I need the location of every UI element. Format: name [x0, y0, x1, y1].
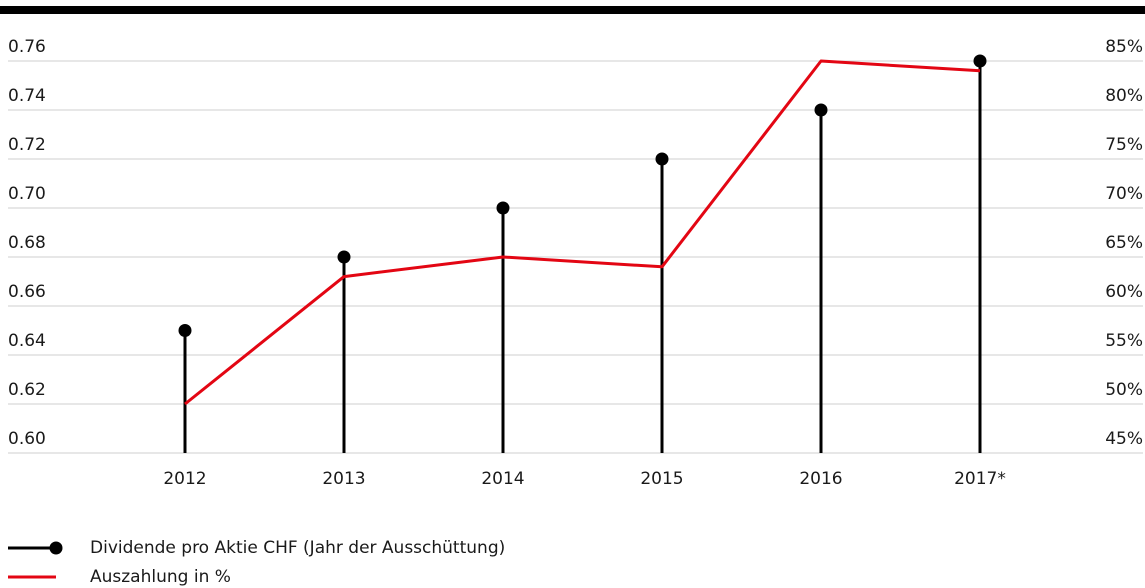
lollipop-dot: [973, 54, 987, 68]
lollipop-dot: [337, 250, 351, 264]
y-tick-label: 0.66: [8, 282, 46, 302]
legend-label: Dividende pro Aktie CHF (Jahr der Aussch…: [90, 538, 505, 558]
y2-tick-label: 60%: [1105, 282, 1143, 302]
legend-label: Auszahlung in %: [90, 567, 231, 587]
y-tick-label: 0.64: [8, 331, 46, 351]
y2-tick-label: 70%: [1105, 184, 1143, 204]
x-tick-label: 2016: [799, 469, 842, 489]
y2-tick-label: 80%: [1105, 86, 1143, 106]
lollipop-dot: [655, 152, 669, 166]
lollipop-dot: [178, 324, 192, 337]
line-series: [184, 59, 981, 406]
y-tick-label: 0.60: [8, 429, 46, 449]
y2-tick-label: 55%: [1105, 331, 1143, 351]
top-rule: [0, 6, 1145, 14]
y2-tick-label: 50%: [1105, 380, 1143, 400]
lollipop-dot: [814, 103, 828, 117]
y-tick-label: 0.72: [8, 135, 46, 155]
y2-tick-label: 45%: [1105, 429, 1143, 449]
y2-tick-label: 85%: [1105, 37, 1143, 57]
y-tick-label: 0.76: [8, 37, 46, 57]
x-tick-label: 2013: [322, 469, 365, 489]
y2-tick-label: 65%: [1105, 233, 1143, 253]
y-tick-label: 0.62: [8, 380, 46, 400]
y-tick-label: 0.68: [8, 233, 46, 253]
y-tick-label: 0.70: [8, 184, 46, 204]
y2-tick-label: 75%: [1105, 135, 1143, 155]
x-tick-label: 2012: [163, 469, 206, 489]
x-tick-label: 2015: [640, 469, 683, 489]
x-tick-label: 2014: [481, 469, 524, 489]
x-tick-label: 2017*: [954, 469, 1006, 489]
lollipop-dot: [496, 201, 510, 215]
y-tick-label: 0.74: [8, 86, 46, 106]
legend-dot: [49, 541, 63, 555]
